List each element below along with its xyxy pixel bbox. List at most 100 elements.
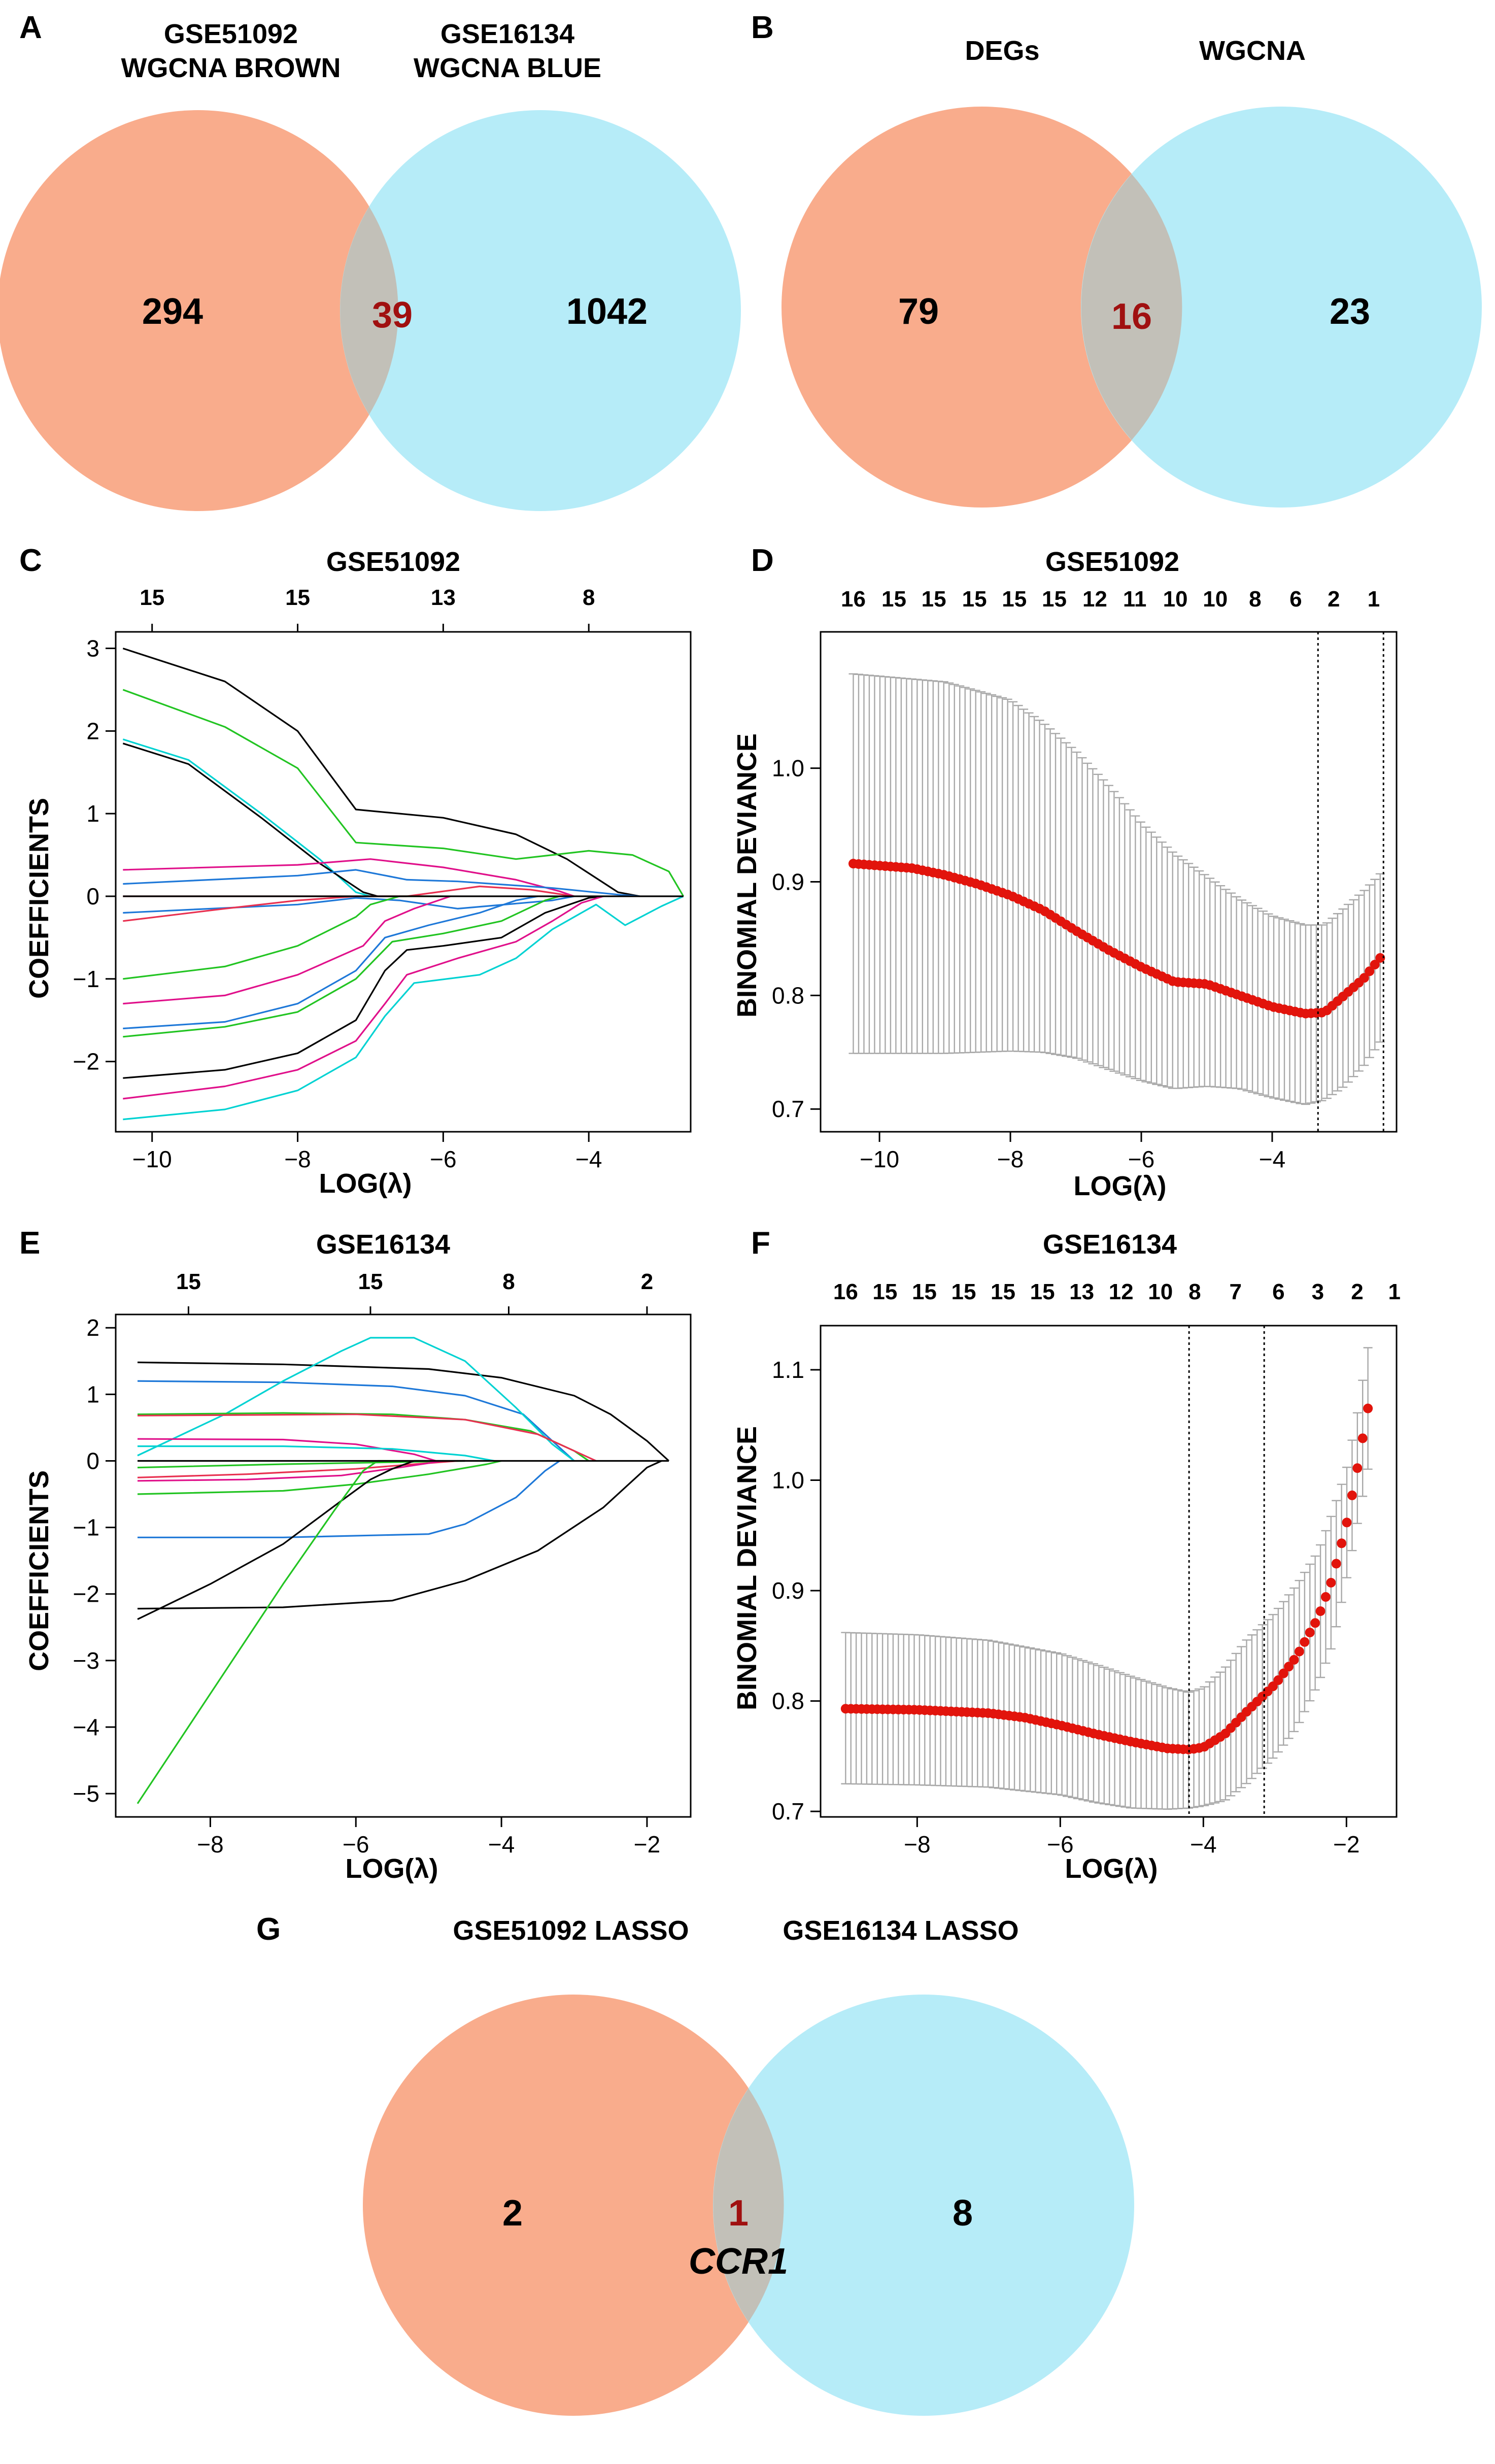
venn-b-left-title: DEGs — [965, 36, 1039, 66]
panel-c-series-8 — [123, 895, 574, 914]
panel-f-y-axis-label: BINOMIAL DEVIANCE — [732, 1426, 762, 1710]
panel-c-x-axis-label: LOG(λ) — [319, 1168, 412, 1199]
panel-c-series-11 — [123, 895, 451, 1005]
panel-e-x-tick-label: −2 — [634, 1831, 660, 1858]
panel-d-top-tick-label: 1 — [1368, 587, 1380, 612]
panel-c-y-tick-label: 2 — [86, 718, 99, 744]
panel-e-x-tick-label: −8 — [197, 1831, 223, 1858]
panel-letter-c: C — [19, 543, 42, 578]
panel-d-plot-area: −10 −8 −6 −40.70.80.91.016 15 15 15 15 15 12 11 10 1… — [772, 587, 1398, 1172]
panel-c-top-tick-label: 8 — [583, 585, 595, 610]
panel-f-x-tick-label: −6 — [1047, 1831, 1073, 1858]
panel-d-x-tick-label: −8 — [997, 1146, 1024, 1172]
panel-d-top-tick-label: 2 — [1328, 587, 1340, 612]
panel-d-y-tick-label: 0.8 — [772, 982, 804, 1008]
panel-e-series-11 — [137, 1460, 502, 1495]
venn-a-overlap-count: 39 — [372, 295, 413, 335]
panel-d-point — [1365, 966, 1375, 976]
panel-e-series-7 — [138, 1445, 495, 1462]
panel-c-series-12 — [123, 895, 538, 1030]
panel-d-point — [1375, 953, 1385, 963]
panel-d-top-tick-label: 15 — [881, 587, 906, 612]
panel-f-point — [1284, 1662, 1294, 1672]
panel-c-top-tick-label: 15 — [285, 585, 310, 610]
panel-f-point — [1363, 1403, 1373, 1413]
panel-e-y-tick-label: −2 — [73, 1581, 99, 1607]
panel-e-series-12 — [138, 1460, 560, 1538]
panel-f-top-tick-label: 15 — [1030, 1279, 1055, 1304]
panel-f-point — [1273, 1675, 1283, 1685]
venn-g-right-count: 8 — [953, 2193, 973, 2234]
panel-letter-g: G — [256, 1912, 281, 1947]
panel-f-point — [1289, 1655, 1299, 1665]
panel-e-y-tick-label: 0 — [86, 1447, 99, 1474]
panel-f-point — [1315, 1606, 1326, 1616]
panel-e-title: GSE16134 — [316, 1229, 450, 1260]
panel-f-top-tick-label: 13 — [1069, 1279, 1094, 1304]
panel-f-top-tick-label: 12 — [1109, 1279, 1134, 1304]
panel-c-y-tick-label: 1 — [86, 800, 99, 827]
panel-d-top-tick-label: 11 — [1123, 587, 1147, 612]
panel-f-point — [1357, 1433, 1368, 1443]
panel-f-top-tick-label: 2 — [1351, 1279, 1363, 1304]
panel-e-x-axis-label: LOG(λ) — [346, 1853, 438, 1884]
panel-c-y-tick-label: −2 — [73, 1049, 99, 1075]
panel-f-point — [1294, 1646, 1304, 1657]
venn-g-left-title: GSE51092 LASSO — [453, 1915, 689, 1946]
panel-e-top-tick-label: 2 — [641, 1269, 653, 1294]
panel-letter-d: D — [751, 543, 774, 578]
panel-e-top-tick-label: 8 — [502, 1269, 515, 1294]
panel-c-series-3 — [122, 738, 371, 897]
venn-g-right-circle — [713, 1995, 1134, 2416]
panel-f-frame — [820, 1325, 1398, 1818]
panel-e-y-tick-label: 2 — [86, 1314, 99, 1341]
panel-e-y-axis-label: COEFFICIENTS — [24, 1470, 54, 1671]
panel-d-point — [1359, 973, 1369, 983]
panel-e-series-4 — [137, 1412, 590, 1462]
panel-c-series-6 — [123, 869, 640, 897]
venn-a-right-circle — [340, 110, 741, 511]
panel-e-frame — [115, 1313, 692, 1818]
panel-e-y-tick-label: −1 — [73, 1514, 99, 1541]
venn-g-right-title: GSE16134 LASSO — [783, 1915, 1018, 1946]
panel-d-title: GSE51092 — [1045, 547, 1179, 577]
panel-e-x-tick-label: −6 — [343, 1831, 369, 1858]
panel-e-y-tick-label: −5 — [73, 1780, 99, 1807]
venn-a-left-count: 294 — [142, 291, 203, 332]
venn-b-left-circle — [782, 107, 1182, 508]
venn-a-left-circle — [0, 110, 398, 511]
venn-g-left-circle — [363, 1995, 784, 2416]
venn-a: A GSE51092 WGCNA BROWN GSE16134 WGCNA BL… — [0, 10, 741, 511]
panel-f-top-tick-label: 10 — [1148, 1279, 1173, 1304]
panel-f-point — [1305, 1628, 1315, 1638]
panel-f-top-tick-label: 8 — [1188, 1279, 1201, 1304]
venn-a-left-title-2: WGCNA BROWN — [121, 53, 341, 83]
panel-f-top-tick-label: 15 — [952, 1279, 976, 1304]
venn-g-left-count: 2 — [502, 2193, 523, 2234]
panel-f-point — [1331, 1559, 1341, 1569]
panel-f-point — [1347, 1490, 1357, 1500]
panel-c-y-tick-label: 3 — [86, 635, 99, 662]
panel-c-y-axis-label: COEFFICIENTS — [24, 798, 54, 999]
panel-c-series-7 — [123, 885, 574, 897]
panel-e-series-14 — [137, 1460, 662, 1610]
panel-d-top-tick-label: 15 — [962, 587, 987, 612]
panel-c-top-tick-label: 13 — [431, 585, 456, 610]
panel-e-top-tick-label: 15 — [176, 1269, 201, 1294]
panel-d-top-tick-label: 15 — [922, 587, 946, 612]
venn-b-overlap — [1081, 174, 1182, 440]
panel-d-top-tick-label: 15 — [1042, 587, 1067, 612]
panel-f-top-tick-label: 7 — [1230, 1279, 1242, 1304]
panel-c-series-1 — [122, 648, 640, 897]
panel-f-top-tick-label: 3 — [1312, 1279, 1324, 1304]
panel-f-point — [1352, 1463, 1363, 1473]
venn-b-right-count: 23 — [1330, 291, 1370, 332]
panel-e-y-tick-label: −3 — [73, 1647, 99, 1674]
panel-f-top-tick-label: 15 — [872, 1279, 897, 1304]
venn-b-left-count: 79 — [898, 291, 939, 332]
panel-c-title: GSE51092 — [326, 547, 460, 577]
panel-f-point — [1326, 1577, 1336, 1588]
panel-d-x-axis-label: LOG(λ) — [1074, 1171, 1167, 1201]
